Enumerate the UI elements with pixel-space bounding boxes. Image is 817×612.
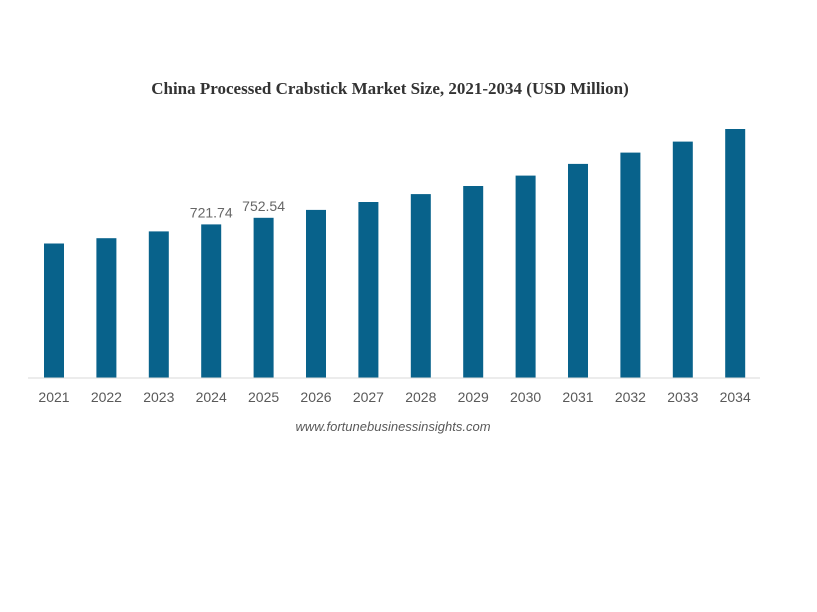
chart-title: China Processed Crabstick Market Size, 2…	[151, 79, 629, 98]
bar-2028	[410, 194, 431, 378]
bar-2031	[568, 163, 588, 378]
bar-2026	[306, 209, 326, 378]
bar-2025	[253, 217, 274, 378]
x-tick-label-2026: 2026	[300, 389, 331, 405]
bar-2033	[672, 141, 693, 378]
bar-2024	[201, 224, 222, 378]
x-tick-label-2031: 2031	[562, 389, 593, 405]
x-tick-labels: 2021 2022 2023 2024 2025 2026 2027 2028 2029 2030…	[38, 389, 751, 405]
data-labels: 721.74 752.54	[190, 198, 285, 221]
bars-group	[44, 129, 746, 378]
bar-2022	[96, 238, 117, 378]
x-tick-label-2033: 2033	[667, 389, 698, 405]
x-tick-label-2023: 2023	[143, 389, 174, 405]
data-label-2025: 752.54	[242, 198, 285, 214]
x-tick-label-2025: 2025	[248, 389, 279, 405]
x-tick-label-2034: 2034	[720, 389, 751, 405]
x-tick-label-2032: 2032	[615, 389, 646, 405]
bar-2027	[358, 202, 379, 378]
bar-2030	[515, 175, 536, 378]
bar-2021	[44, 243, 64, 378]
data-label-2024: 721.74	[190, 204, 233, 220]
x-tick-label-2028: 2028	[405, 389, 436, 405]
x-tick-label-2022: 2022	[91, 389, 122, 405]
x-tick-label-2027: 2027	[353, 389, 384, 405]
x-tick-label-2030: 2030	[510, 389, 541, 405]
x-tick-label-2021: 2021	[38, 389, 69, 405]
bar-2023	[148, 231, 169, 378]
x-tick-label-2024: 2024	[196, 389, 227, 405]
bar-2032	[620, 152, 641, 378]
bar-2034	[725, 129, 746, 378]
x-tick-label-2029: 2029	[458, 389, 489, 405]
source-label: www.fortunebusinessinsights.com	[295, 419, 490, 434]
bar-2029	[463, 186, 484, 378]
